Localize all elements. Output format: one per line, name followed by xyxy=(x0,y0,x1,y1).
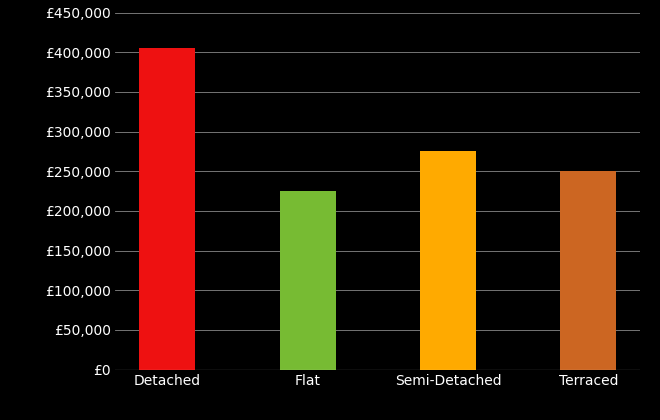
Bar xyxy=(560,171,616,370)
Bar xyxy=(280,191,336,370)
Bar xyxy=(139,48,195,370)
Bar xyxy=(420,152,476,370)
